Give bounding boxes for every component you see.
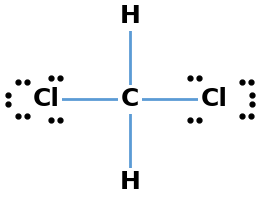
Text: Cl: Cl (200, 87, 228, 111)
Text: C: C (121, 87, 139, 111)
Text: H: H (120, 4, 140, 28)
Text: H: H (120, 170, 140, 194)
Text: Cl: Cl (32, 87, 60, 111)
